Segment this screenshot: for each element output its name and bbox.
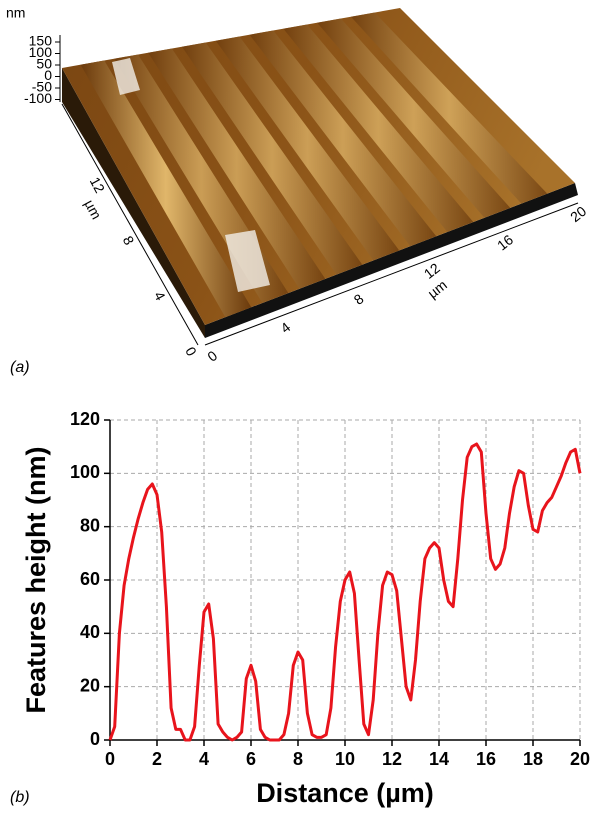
x-tick-label: 4 — [277, 319, 293, 337]
y-tick-label: 60 — [80, 569, 100, 589]
z-tick-label: 0 — [44, 67, 52, 83]
y-tick-label: 8 — [120, 233, 138, 248]
ridge — [181, 42, 363, 275]
x-tick-label: 12 — [382, 749, 402, 769]
x-tick-label: 0 — [204, 347, 220, 365]
y-tick-label: 12 — [87, 174, 109, 195]
side-face — [62, 68, 205, 338]
panel-label: (b) — [10, 789, 30, 806]
y-tick-label: 0 — [182, 344, 200, 359]
x-tick-label: 18 — [523, 749, 543, 769]
x-axis — [204, 202, 579, 346]
x-axis-title: Distance (µm) — [256, 778, 434, 808]
y-axis — [61, 103, 199, 346]
ridge — [148, 48, 326, 289]
z-tick-label: -100 — [24, 90, 52, 106]
y-tick-label: 0 — [90, 729, 100, 749]
x-tick-label: 4 — [199, 749, 209, 769]
x-tick-label: 14 — [429, 749, 449, 769]
x-tick-label: 16 — [476, 749, 496, 769]
x-tick-label: 8 — [293, 749, 303, 769]
y-tick-label: 120 — [70, 409, 100, 429]
x-tick-label: 10 — [335, 749, 355, 769]
ridges — [80, 12, 548, 318]
ridge — [317, 18, 511, 218]
side-face — [205, 183, 578, 338]
x-tick-label: 16 — [494, 231, 516, 253]
y-tick-label: 80 — [80, 515, 100, 535]
z-tick-label: 50 — [36, 56, 52, 72]
x-tick-label: 0 — [105, 749, 115, 769]
z-tick-label: -50 — [32, 79, 52, 95]
highlight — [112, 58, 140, 95]
panel-label: (a) — [10, 359, 30, 376]
z-unit: nm — [6, 5, 25, 21]
data-line — [108, 442, 582, 742]
ridge — [283, 24, 474, 232]
y-tick-label: 100 — [70, 462, 100, 482]
z-tick-label: 150 — [29, 33, 53, 49]
x-tick-label: 6 — [246, 749, 256, 769]
x-tick-label: 8 — [351, 290, 367, 308]
ridge — [350, 12, 548, 204]
y-axis-title: Features height (nm) — [21, 446, 51, 713]
ridge — [249, 30, 437, 247]
x-tick-label: 2 — [152, 749, 162, 769]
y-unit: µm — [81, 197, 104, 222]
y-tick-label: 4 — [151, 289, 169, 304]
line-chart: 0 20 40 60 80 100 120 0 2 4 6 8 10 12 14 16 18 20 Distance… — [21, 409, 590, 808]
y-tick-label: 40 — [80, 622, 100, 642]
z-tick-label: 100 — [29, 44, 53, 60]
ridge — [80, 60, 252, 318]
ridge — [215, 36, 400, 261]
highlight — [225, 230, 270, 292]
x-tick-label: 20 — [570, 749, 590, 769]
y-tick-label: 20 — [80, 675, 100, 695]
